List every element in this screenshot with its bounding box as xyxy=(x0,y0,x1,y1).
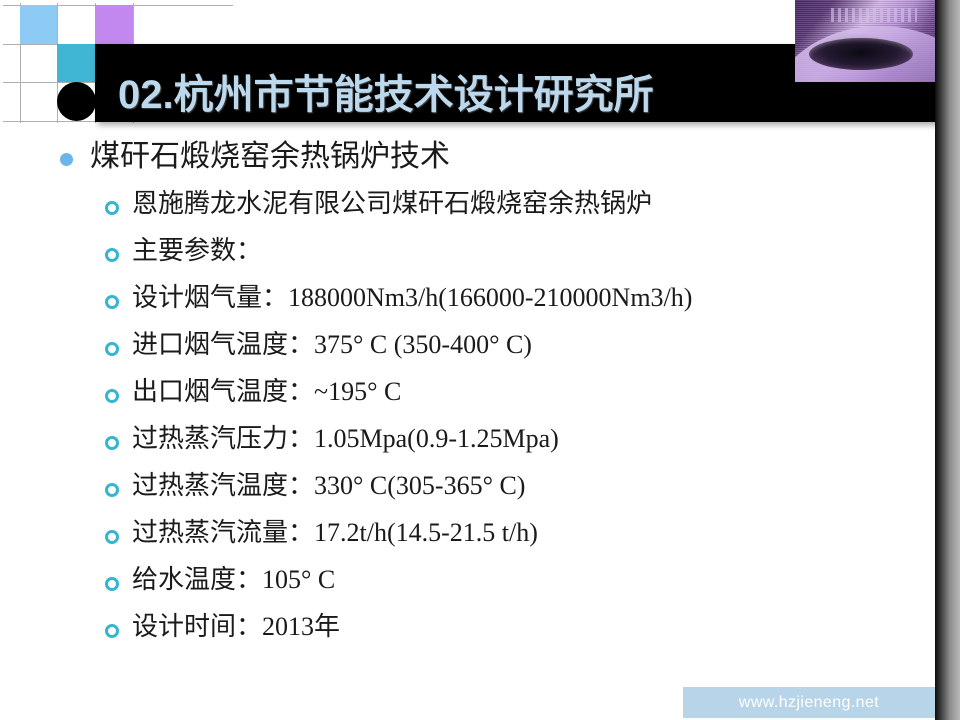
bullet-ring-icon xyxy=(105,295,119,309)
decorative-photo xyxy=(795,0,943,82)
parameter-value: 17.2t/h(14.5-21.5 t/h) xyxy=(314,518,538,547)
bullet-ring-icon xyxy=(105,624,119,638)
decor-square-purple xyxy=(95,5,133,44)
parameter-value: 188000Nm3/h(166000-210000Nm3/h) xyxy=(288,283,693,312)
parameter-row: 进口烟气温度： 375° C (350-400° C) xyxy=(0,329,935,376)
parameter-label: 进口烟气温度： xyxy=(132,330,315,359)
footer-bar: www.hzjieneng.net xyxy=(683,687,935,718)
parameter-value: 2013年 xyxy=(262,612,341,641)
parameter-row: 过热蒸汽流量： 17.2t/h(14.5-21.5 t/h) xyxy=(0,517,935,564)
parameter-row: 设计时间： 2013年 xyxy=(0,611,935,658)
parameter-value: ~195° C xyxy=(314,377,402,406)
parameter-label: 设计时间： xyxy=(132,612,263,641)
photo-ellipse xyxy=(809,38,913,70)
photo-dot-row xyxy=(831,8,917,22)
bullet-ring-icon xyxy=(105,436,119,450)
parameter-value: 330° C(305-365° C) xyxy=(314,471,526,500)
grid-line-horizontal xyxy=(3,121,133,122)
list-item: 主要参数： xyxy=(0,235,935,282)
list-item-label: 煤矸石煅烧窑余热锅炉技术 xyxy=(90,140,450,173)
parameter-value: 375° C (350-400° C) xyxy=(314,330,532,359)
bullet-ring-icon xyxy=(105,248,119,262)
bullet-ring-icon xyxy=(105,389,119,403)
slide-title: 02.杭州市节能技术设计研究所 xyxy=(118,73,654,117)
decor-square-blue xyxy=(20,5,57,44)
parameter-label: 过热蒸汽温度： xyxy=(132,471,315,500)
parameter-row: 设计烟气量： 188000Nm3/h(166000-210000Nm3/h) xyxy=(0,282,935,329)
list-item-label: 恩施腾龙水泥有限公司煤矸石煅烧窑余热锅炉 xyxy=(132,189,653,218)
bullet-ring-icon xyxy=(105,342,119,356)
parameter-label: 设计烟气量： xyxy=(132,283,289,312)
grid-line-vertical xyxy=(20,3,21,123)
footer-url: www.hzjieneng.net xyxy=(738,694,880,711)
parameter-label: 给水温度： xyxy=(132,565,263,594)
parameter-label: 过热蒸汽流量： xyxy=(132,518,315,547)
slide-body: 煤矸石煅烧窑余热锅炉技术 恩施腾龙水泥有限公司煤矸石煅烧窑余热锅炉 主要参数： … xyxy=(0,140,935,658)
parameter-label: 出口烟气温度： xyxy=(132,377,315,406)
bullet-ring-icon xyxy=(105,483,119,497)
bullet-filled-icon xyxy=(60,153,73,166)
bullet-ring-icon xyxy=(105,577,119,591)
decor-square-cyan xyxy=(57,44,95,82)
list-item: 恩施腾龙水泥有限公司煤矸石煅烧窑余热锅炉 xyxy=(0,188,935,235)
parameter-value: 105° C xyxy=(262,565,336,594)
list-item: 煤矸石煅烧窑余热锅炉技术 xyxy=(0,140,935,188)
page-edge-shadow xyxy=(935,0,960,720)
parameter-label: 过热蒸汽压力： xyxy=(132,424,315,453)
parameter-row: 出口烟气温度： ~195° C xyxy=(0,376,935,423)
list-item-label: 主要参数： xyxy=(132,236,263,265)
parameter-value: 1.05Mpa(0.9-1.25Mpa) xyxy=(314,424,559,453)
parameter-row: 给水温度： 105° C xyxy=(0,564,935,611)
bullet-ring-icon xyxy=(105,530,119,544)
parameter-row: 过热蒸汽温度： 330° C(305-365° C) xyxy=(0,470,935,517)
decor-circle-black xyxy=(57,82,96,121)
parameter-row: 过热蒸汽压力： 1.05Mpa(0.9-1.25Mpa) xyxy=(0,423,935,470)
bullet-ring-icon xyxy=(105,201,119,215)
